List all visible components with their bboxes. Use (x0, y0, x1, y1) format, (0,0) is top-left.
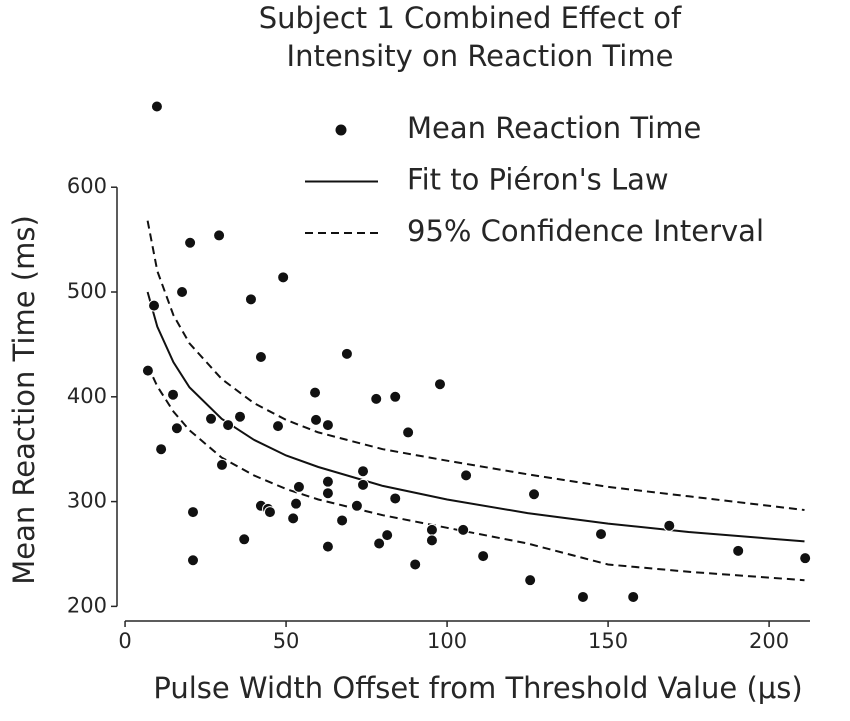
data-point (524, 574, 537, 587)
data-point (155, 443, 168, 456)
data-point (150, 100, 163, 113)
data-point (595, 528, 608, 541)
data-point (425, 523, 438, 536)
ci-line (146, 364, 805, 582)
data-point (234, 410, 247, 423)
data-point (263, 506, 276, 519)
x-tick-label: 150 (588, 629, 628, 653)
data-point (310, 413, 323, 426)
data-point (254, 350, 267, 363)
data-point (170, 422, 183, 435)
y-tick-label: 200 (67, 593, 107, 617)
y-tick-label: 500 (67, 279, 107, 303)
data-point (292, 480, 305, 493)
data-point (277, 271, 290, 284)
data-point (148, 299, 161, 312)
data-point (309, 386, 322, 399)
data-point (663, 519, 676, 532)
ci-line (146, 220, 805, 511)
x-tick-label: 50 (273, 629, 300, 653)
y-tick-label: 600 (67, 174, 107, 198)
data-point (627, 590, 640, 603)
legend-label: Mean Reaction Time (407, 111, 701, 145)
data-point (205, 412, 218, 425)
data-point (186, 554, 199, 567)
data-point (336, 514, 349, 527)
x-tick-label: 200 (749, 629, 789, 653)
data-point (321, 419, 334, 432)
data-point (222, 419, 235, 432)
data-point (576, 590, 589, 603)
data-point (409, 558, 422, 571)
y-tick-label: 400 (67, 384, 107, 408)
data-point (321, 487, 334, 500)
data-point (357, 478, 370, 491)
data-point (732, 544, 745, 557)
data-point (528, 488, 541, 501)
data-point (141, 364, 154, 377)
data-point (389, 390, 402, 403)
data-point (215, 458, 228, 471)
data-point (373, 537, 386, 550)
legend-label: Fit to Piéron's Law (407, 163, 669, 197)
data-point (402, 426, 415, 439)
data-point (213, 229, 226, 242)
data-point (433, 378, 446, 391)
data-point (425, 534, 438, 547)
x-axis-label: Pulse Width Offset from Threshold Value … (153, 671, 802, 705)
data-point (799, 552, 812, 565)
data-point (321, 475, 334, 488)
data-point (340, 347, 353, 360)
data-point (389, 492, 402, 505)
data-point (460, 469, 473, 482)
data-point (167, 388, 180, 401)
data-point (350, 499, 363, 512)
data-point (457, 523, 470, 536)
data-point (287, 512, 300, 525)
y-axis-label: Mean Reaction Time (ms) (7, 215, 41, 585)
data-point (176, 286, 189, 299)
data-point (244, 293, 257, 306)
data-point (238, 533, 251, 546)
fit-line (146, 291, 805, 543)
data-point (370, 392, 383, 405)
data-point (381, 529, 394, 542)
data-point (477, 550, 490, 563)
x-tick-label: 100 (427, 629, 467, 653)
chart-title: Intensity on Reaction Time (287, 39, 674, 73)
x-tick-label: 0 (118, 629, 131, 653)
chart-title: Subject 1 Combined Effect of (259, 1, 682, 35)
data-point (272, 420, 285, 433)
data-point (290, 497, 303, 510)
y-tick-label: 300 (67, 489, 107, 513)
data-point (186, 506, 199, 519)
data-point (357, 465, 370, 478)
legend-label: 95% Confidence Interval (407, 214, 764, 248)
data-point (184, 236, 197, 249)
legend-marker (335, 124, 347, 136)
data-point (321, 540, 334, 553)
